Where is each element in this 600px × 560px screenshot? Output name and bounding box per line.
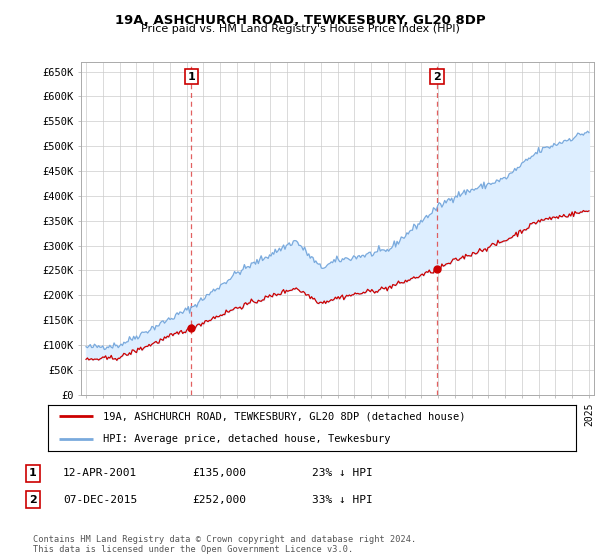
- Text: 12-APR-2001: 12-APR-2001: [63, 468, 137, 478]
- Text: £252,000: £252,000: [192, 494, 246, 505]
- Text: 1: 1: [187, 72, 195, 82]
- Text: 19A, ASHCHURCH ROAD, TEWKESBURY, GL20 8DP: 19A, ASHCHURCH ROAD, TEWKESBURY, GL20 8D…: [115, 14, 485, 27]
- Text: HPI: Average price, detached house, Tewkesbury: HPI: Average price, detached house, Tewk…: [103, 435, 391, 444]
- Text: Contains HM Land Registry data © Crown copyright and database right 2024.
This d: Contains HM Land Registry data © Crown c…: [33, 535, 416, 554]
- Text: Price paid vs. HM Land Registry's House Price Index (HPI): Price paid vs. HM Land Registry's House …: [140, 24, 460, 34]
- Text: 1: 1: [29, 468, 37, 478]
- Text: 2: 2: [433, 72, 441, 82]
- Text: 2: 2: [29, 494, 37, 505]
- Text: £135,000: £135,000: [192, 468, 246, 478]
- Text: 23% ↓ HPI: 23% ↓ HPI: [312, 468, 373, 478]
- Text: 07-DEC-2015: 07-DEC-2015: [63, 494, 137, 505]
- Text: 33% ↓ HPI: 33% ↓ HPI: [312, 494, 373, 505]
- Text: 19A, ASHCHURCH ROAD, TEWKESBURY, GL20 8DP (detached house): 19A, ASHCHURCH ROAD, TEWKESBURY, GL20 8D…: [103, 412, 466, 421]
